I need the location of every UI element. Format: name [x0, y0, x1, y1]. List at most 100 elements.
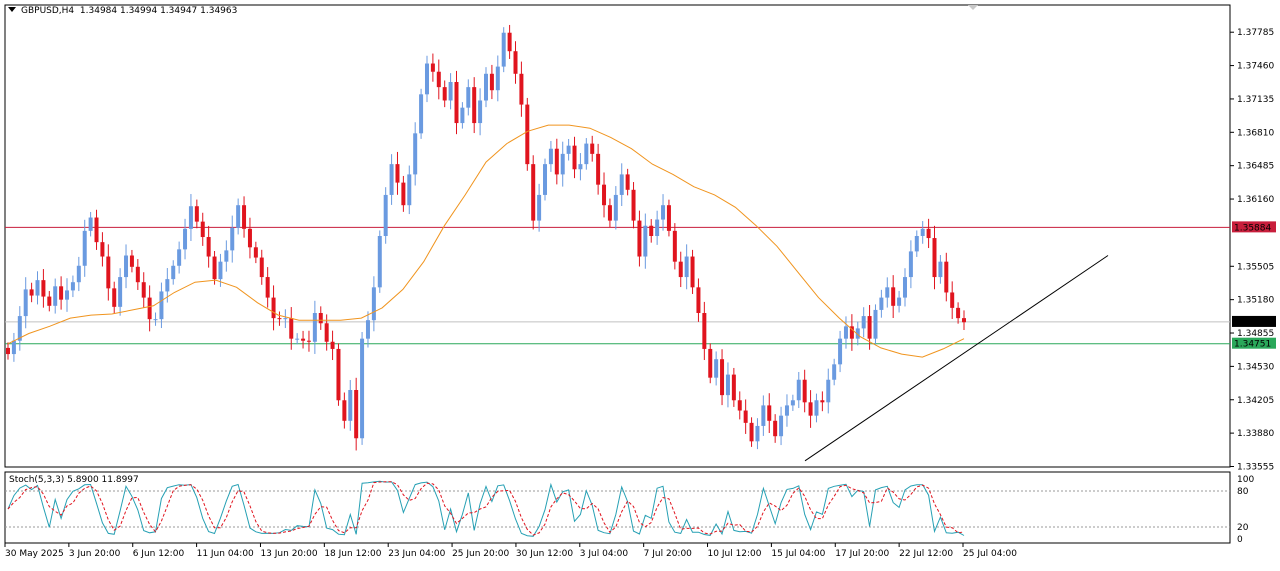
support-price-tag	[1232, 337, 1276, 349]
time-tick-label: 23 Jun 04:00	[388, 549, 445, 559]
candle-body	[247, 228, 252, 248]
main-chart-frame	[4, 4, 1231, 468]
candle-body	[790, 400, 795, 406]
candle-body	[525, 104, 530, 165]
candle-body	[118, 277, 123, 307]
candle-body	[383, 194, 388, 236]
time-tick-label: 7 Jul 20:00	[644, 549, 693, 559]
current-price-tag	[1232, 315, 1276, 327]
price-tick-label: 1.36810	[1237, 128, 1274, 138]
candle-body	[224, 250, 229, 262]
candle-body	[755, 425, 760, 442]
candle-body	[767, 405, 772, 421]
candle-body	[501, 32, 506, 67]
candle-body	[684, 256, 689, 278]
time-tick-label: 17 Jul 20:00	[835, 549, 889, 559]
candle-body	[849, 326, 854, 339]
time-tick-label: 15 Jul 04:00	[771, 549, 825, 559]
shift-marker-icon	[968, 5, 978, 10]
candle-body	[47, 296, 52, 306]
price-tick-label: 1.33880	[1237, 429, 1274, 439]
candle-body	[135, 266, 140, 283]
candle-body	[590, 143, 595, 154]
time-tick-label: 30 Jun 12:00	[516, 549, 573, 559]
candle-body	[35, 280, 40, 296]
candle-body	[65, 290, 70, 300]
candle-body	[395, 164, 400, 183]
candle-body	[29, 289, 34, 296]
candle-body	[70, 282, 75, 291]
candle-body	[236, 205, 241, 228]
stochastic-tick-label: 20	[1237, 523, 1249, 533]
price-tick-label: 1.37785	[1237, 28, 1274, 38]
candle-body	[460, 107, 465, 124]
candle-body	[554, 148, 559, 175]
time-tick-label: 13 Jun 20:00	[260, 549, 317, 559]
time-tick-label: 11 Jun 04:00	[197, 549, 254, 559]
candle-body	[478, 100, 483, 124]
candle-body	[743, 410, 748, 423]
candle-body	[271, 297, 276, 319]
candle-body	[537, 194, 542, 221]
price-tick-label: 1.36485	[1237, 162, 1274, 172]
candle-body	[749, 422, 754, 442]
current-price-label: 1.34963	[1234, 318, 1271, 328]
candle-body	[448, 82, 453, 101]
candle-body	[873, 309, 878, 339]
candle-body	[265, 277, 270, 298]
symbol-label: GBPUSD,H4	[21, 6, 75, 16]
candle-body	[843, 326, 848, 339]
time-tick-label: 6 Jun 12:00	[133, 549, 185, 559]
candle-body	[94, 217, 99, 243]
candle-body	[690, 256, 695, 288]
candle-body	[159, 291, 164, 320]
candle-body	[41, 280, 46, 297]
candle-body	[407, 174, 412, 206]
candle-body	[259, 257, 264, 278]
time-tick-label: 18 Jun 12:00	[324, 549, 381, 559]
candle-body	[242, 205, 247, 229]
candle-body	[779, 415, 784, 437]
price-tick-label: 1.34205	[1237, 396, 1274, 406]
candle-body	[354, 390, 359, 439]
candle-body	[796, 379, 801, 401]
candle-body	[59, 286, 64, 300]
candle-body	[543, 164, 548, 195]
price-tick-label: 1.35180	[1237, 296, 1274, 306]
support-price-label: 1.34751	[1234, 340, 1271, 350]
candle-body	[737, 400, 742, 411]
candle-body	[661, 205, 666, 220]
candle-body	[761, 405, 766, 426]
candle-body	[194, 206, 199, 222]
time-tick-label: 25 Jun 20:00	[452, 549, 509, 559]
candle-body	[548, 148, 553, 165]
moving-average-line	[7, 124, 965, 358]
price-tick-label: 1.37460	[1237, 62, 1274, 72]
candle-body	[466, 87, 471, 108]
resistance-price-tag	[1232, 221, 1276, 233]
candle-body	[171, 265, 176, 280]
candle-body	[389, 164, 394, 195]
candle-body	[454, 82, 459, 124]
candle-body	[88, 217, 93, 231]
candle-body	[365, 320, 370, 339]
time-tick-label: 10 Jul 12:00	[708, 549, 762, 559]
candle-body	[413, 133, 418, 175]
candle-body	[784, 405, 789, 416]
candle-body	[183, 228, 188, 250]
dropdown-triangle-icon[interactable]	[8, 7, 16, 12]
candle-body	[666, 205, 671, 231]
candle-body	[112, 288, 117, 307]
candle-body	[218, 261, 223, 280]
candle-body	[920, 228, 925, 236]
candle-body	[230, 227, 235, 251]
candle-body	[124, 255, 129, 278]
candle-body	[607, 205, 612, 221]
resistance-price-label: 1.35884	[1234, 223, 1271, 233]
candle-body	[360, 338, 365, 439]
candle-body	[277, 318, 282, 320]
candle-body	[100, 242, 105, 257]
candle-body	[613, 194, 618, 221]
